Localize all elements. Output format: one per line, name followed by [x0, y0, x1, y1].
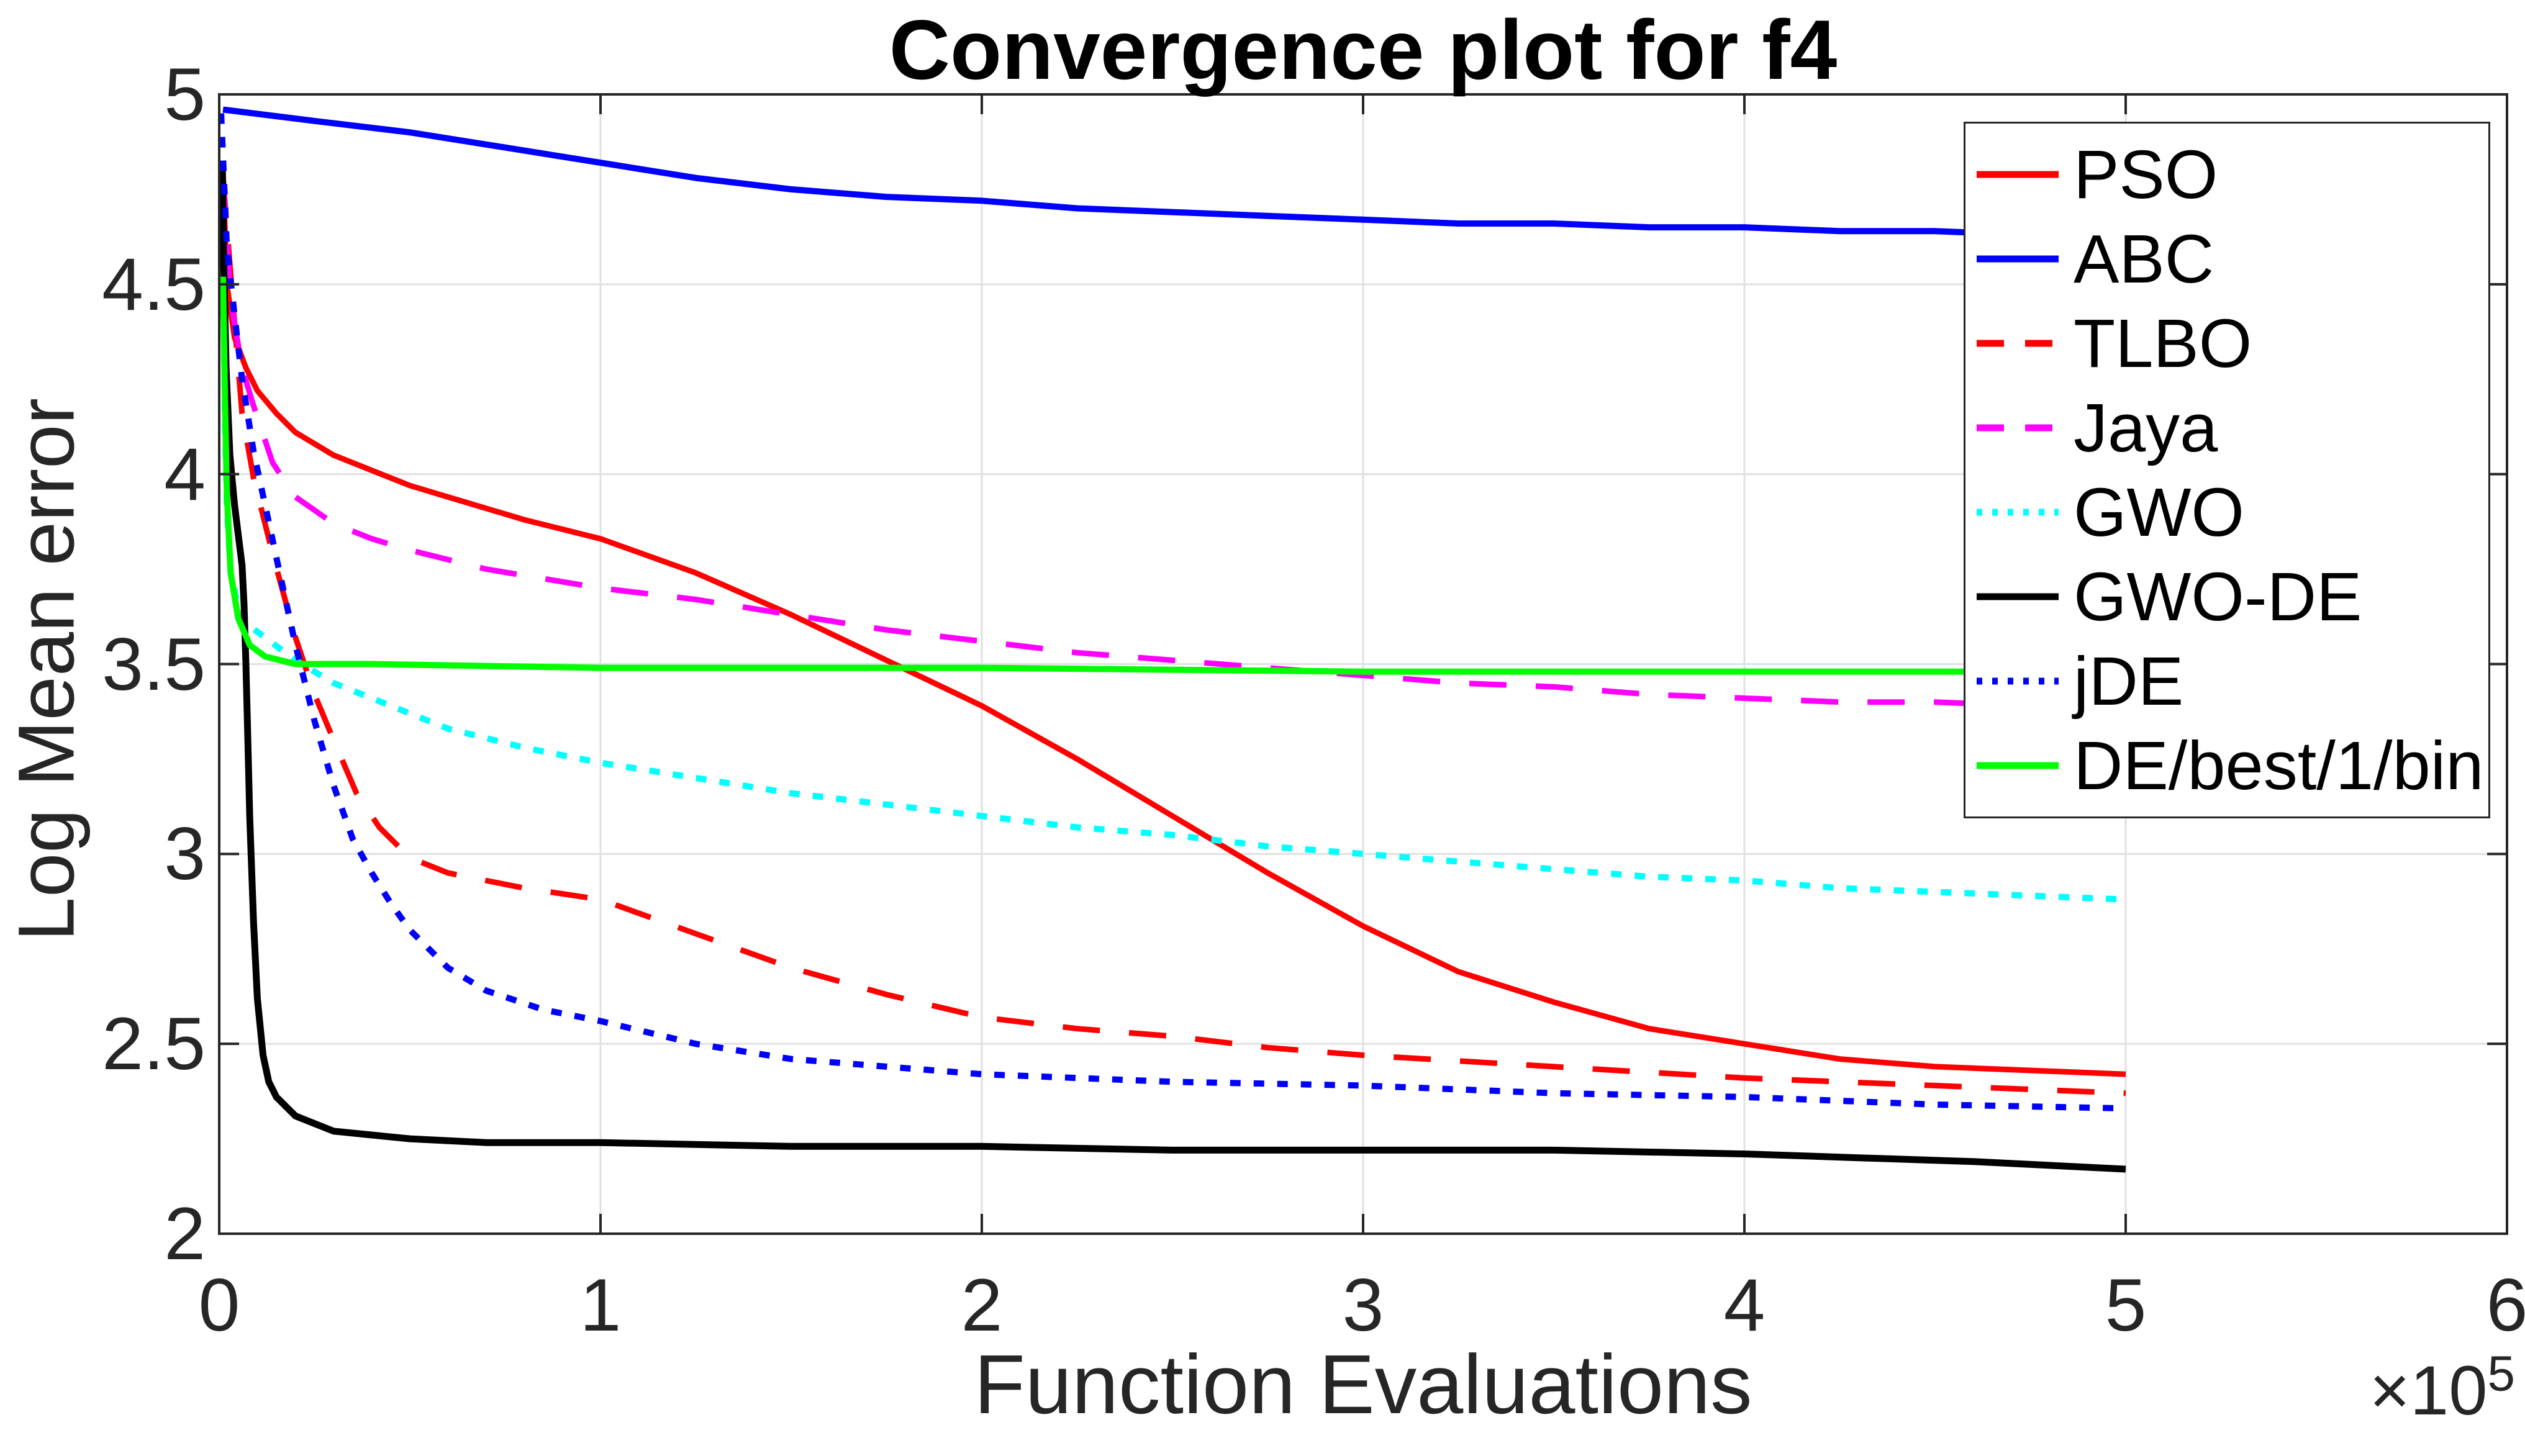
legend-item-gwo: GWO	[1977, 473, 2488, 552]
legend-line-sample	[1977, 677, 2059, 685]
x-axis-multiplier-exponent: 5	[2487, 1345, 2516, 1401]
x-tick-label: 5	[2105, 1264, 2147, 1347]
x-tick-label: 0	[198, 1264, 240, 1347]
legend-label: ABC	[2074, 220, 2214, 297]
x-tick-label: 1	[579, 1264, 622, 1347]
series-gwo-de	[219, 163, 2126, 1173]
legend-label: TLBO	[2074, 305, 2252, 382]
legend-line-sample	[1977, 762, 2059, 769]
legend-line-sample	[1977, 171, 2059, 178]
series-pso	[220, 170, 2126, 1077]
series-de-best-1-bin	[220, 276, 2126, 675]
legend-item-tlbo: TLBO	[1977, 304, 2488, 383]
series-tlbo	[220, 178, 2126, 1097]
y-tick-label: 4.5	[102, 242, 206, 326]
legend-item-jde: jDE	[1977, 641, 2488, 721]
legend-item-de-best-1-bin: DE/best/1/bin	[1977, 726, 2488, 805]
legend-item-abc: ABC	[1977, 219, 2488, 299]
legend-label: GWO-DE	[2074, 558, 2362, 635]
series-jde	[218, 113, 2126, 1112]
x-axis-label: Function Evaluations	[974, 1337, 1752, 1431]
legend-item-gwo-de: GWO-DE	[1977, 557, 2488, 636]
y-tick-label: 5	[164, 53, 206, 136]
x-tick-label: 4	[1723, 1264, 1766, 1347]
y-tick-label: 3	[164, 812, 206, 896]
legend-line-sample	[1977, 340, 2059, 347]
series-lines	[218, 106, 2126, 1173]
legend-item-jaya: Jaya	[1977, 388, 2488, 468]
y-tick-label: 4	[164, 432, 206, 516]
series-jaya	[220, 178, 2126, 709]
series-abc	[222, 106, 2126, 238]
legend-line-sample	[1977, 593, 2059, 600]
legend-line-sample	[1977, 509, 2059, 516]
chart-title: Convergence plot for f4	[889, 2, 1838, 97]
legend-line-sample	[1977, 255, 2059, 263]
legend-label: Jaya	[2074, 389, 2218, 466]
x-axis-multiplier: ×105	[2369, 1349, 2515, 1431]
legend-label: DE/best/1/bin	[2074, 727, 2484, 804]
y-tick-label: 2.5	[102, 1002, 206, 1086]
legend-label: PSO	[2074, 136, 2218, 213]
legend-item-pso: PSO	[1977, 135, 2488, 214]
tick-marks	[218, 93, 2508, 1235]
x-tick-label: 6	[2486, 1264, 2525, 1347]
x-tick-label: 3	[1342, 1264, 1384, 1347]
legend-line-sample	[1977, 424, 2059, 432]
y-tick-label: 2	[164, 1192, 206, 1275]
legend-label: jDE	[2074, 643, 2184, 720]
y-tick-label: 3.5	[102, 622, 206, 706]
x-tick-label: 2	[961, 1264, 1003, 1347]
x-axis-multiplier-base: ×10	[2369, 1352, 2488, 1429]
legend: PSO ABC TLBO Jaya GWO GWO-DE jDE DE/best/1/bin	[1964, 122, 2490, 818]
legend-label: GWO	[2074, 474, 2244, 551]
